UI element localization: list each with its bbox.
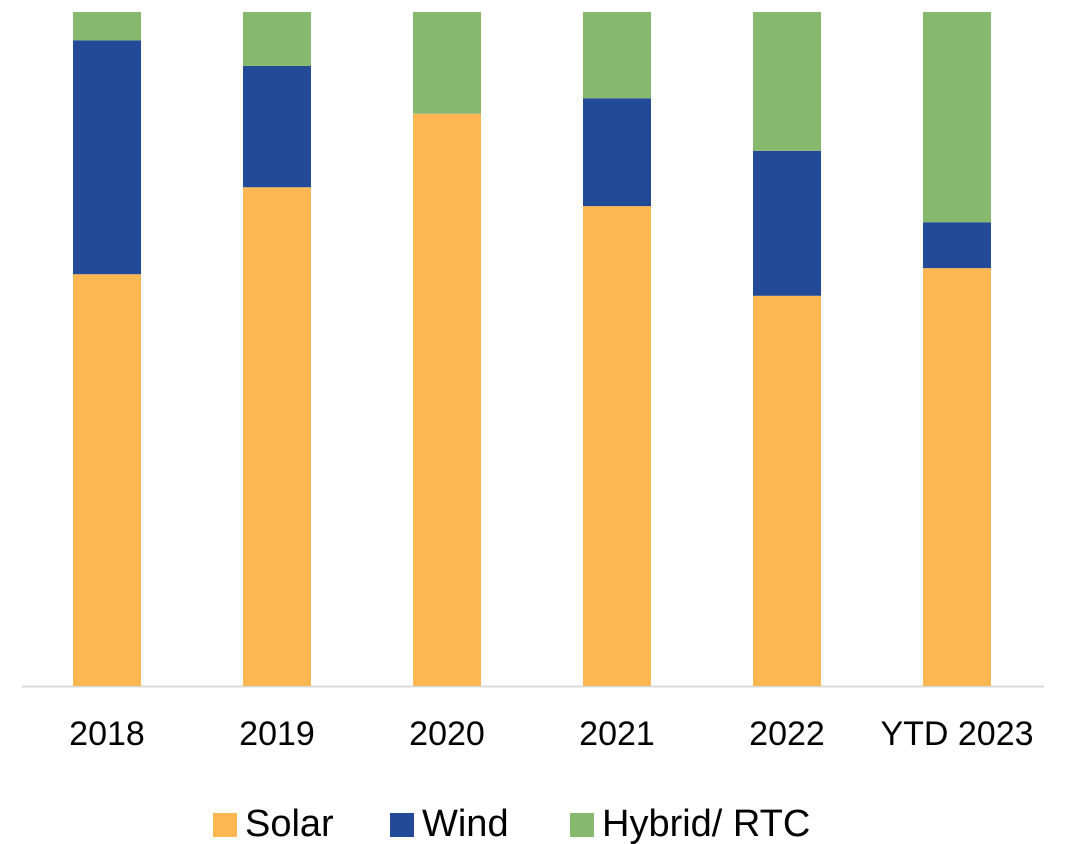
legend-swatch [570, 813, 594, 837]
legend-label: Hybrid/ RTC [602, 803, 810, 844]
bar-segment [583, 98, 651, 207]
bar-segment [923, 222, 991, 269]
x-tick-label: 2022 [749, 715, 825, 753]
bar-segment [243, 12, 311, 66]
bar-segment [583, 206, 651, 686]
x-tick-label: 2018 [69, 715, 145, 753]
bar-segment [413, 12, 481, 114]
legend-swatch [213, 813, 237, 837]
bar-segment [753, 295, 821, 686]
x-tick-label: YTD 2023 [880, 715, 1033, 753]
bar-segment [243, 65, 311, 188]
x-tick-label: 2019 [239, 715, 315, 753]
x-tick-label: 2020 [409, 715, 485, 753]
bar-segment [73, 12, 141, 41]
bar-segment [583, 12, 651, 99]
legend-swatch [390, 813, 414, 837]
legend-label: Solar [245, 803, 334, 844]
x-tick-label: 2021 [579, 715, 655, 753]
bar-segment [753, 150, 821, 296]
legend-label: Wind [422, 803, 509, 844]
bar-segment [413, 113, 481, 687]
bar-segment [73, 274, 141, 686]
bar-segment [753, 12, 821, 151]
bar-segment [73, 40, 141, 275]
bar-segment [923, 12, 991, 223]
bar-segment [923, 268, 991, 686]
bar-segment [243, 187, 311, 687]
